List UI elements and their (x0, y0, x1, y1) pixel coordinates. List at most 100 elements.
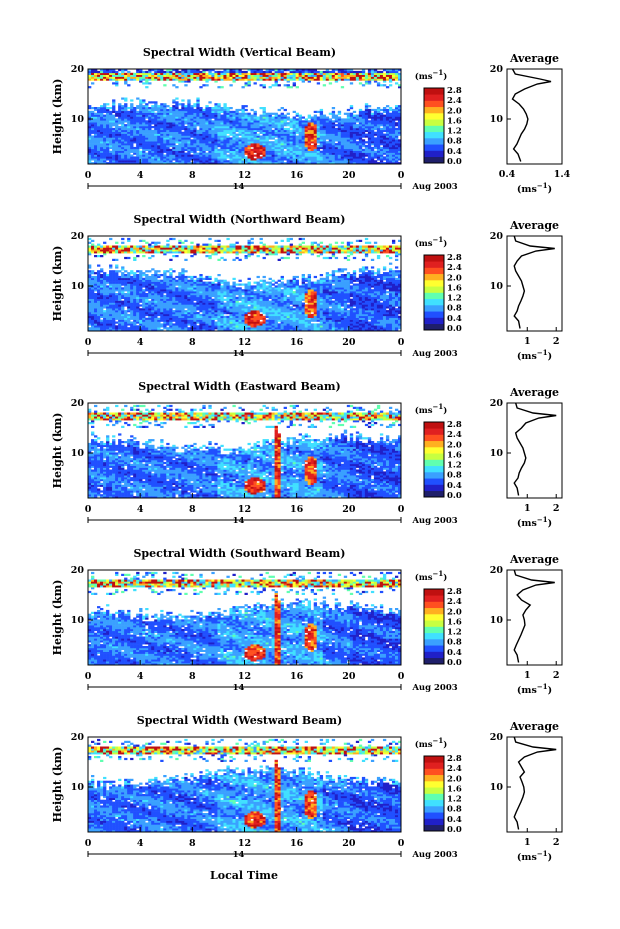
heatmap-cell (256, 126, 260, 129)
heatmap-cell (388, 139, 393, 142)
heatmap-cell (343, 126, 348, 129)
heatmap-cell (139, 74, 143, 77)
heatmap-cell (97, 312, 101, 315)
heatmap-cell (184, 251, 188, 254)
heatmap-cell (178, 137, 182, 140)
heatmap-cell (142, 317, 146, 320)
heatmap-cell (124, 80, 128, 83)
heatmap-cell (349, 122, 354, 125)
heatmap-cell (313, 160, 318, 163)
heatmap-cell (286, 143, 290, 146)
heatmap-cell (184, 312, 188, 315)
heatmap-cell (238, 72, 242, 75)
heatmap-cell (373, 156, 378, 159)
heatmap-cell (175, 255, 179, 258)
heatmap-cell (211, 124, 215, 127)
heatmap-cell (397, 129, 402, 132)
heatmap-cell (88, 127, 92, 131)
heatmap-cell (115, 118, 119, 121)
heatmap-cell (220, 145, 224, 148)
heatmap-cell (301, 158, 305, 161)
heatmap-cell (130, 110, 134, 113)
heatmap-cell (208, 154, 212, 157)
heatmap-cell (115, 72, 119, 75)
heatmap-cell (376, 120, 381, 123)
heatmap-cell (301, 146, 305, 150)
heatmap-cell (169, 287, 173, 290)
heatmap-cell (100, 327, 104, 330)
heatmap-cell (133, 321, 137, 324)
heatmap-cell (160, 158, 164, 161)
heatmap-cell (124, 141, 128, 144)
heatmap-cell (148, 107, 152, 110)
heatmap-cell (235, 154, 239, 157)
average-x-tick-label: 1.4 (554, 169, 571, 180)
heatmap-cell (376, 133, 381, 136)
heatmap-cell (175, 112, 179, 115)
heatmap-cell (391, 145, 396, 148)
heatmap-cell (352, 116, 357, 119)
heatmap-cell (187, 131, 191, 134)
heatmap-cell (136, 139, 140, 142)
heatmap-cell (346, 154, 351, 157)
heatmap-cell (226, 141, 230, 144)
heatmap-cell (325, 135, 330, 138)
heatmap-cell (193, 287, 197, 290)
heatmap-cell (181, 306, 185, 309)
heatmap-cell (202, 146, 206, 150)
heatmap-cell (109, 162, 113, 165)
heatmap-cell (121, 283, 125, 286)
heatmap-cell (196, 291, 200, 294)
heatmap-cell (97, 325, 101, 328)
heatmap-cell (106, 137, 110, 140)
heatmap-cell (160, 283, 164, 286)
heatmap-cell (319, 127, 324, 131)
heatmap-cell (352, 70, 357, 74)
heatmap-cell (175, 281, 179, 284)
heatmap-cell (379, 74, 384, 77)
heatmap-cell (301, 152, 305, 155)
heatmap-cell (355, 114, 360, 117)
heatmap-cell (139, 152, 143, 155)
heatmap-cell (178, 148, 182, 151)
heatmap-cell (199, 78, 203, 81)
heatmap-cell (181, 289, 185, 292)
heatmap-cell (151, 110, 155, 113)
heatmap-cell (166, 110, 170, 113)
heatmap-cell (145, 277, 149, 280)
heatmap-cell (106, 116, 110, 119)
heatmap-cell (193, 306, 197, 309)
heatmap-cell (247, 112, 251, 115)
heatmap-cell (166, 131, 170, 134)
heatmap-cell (292, 122, 296, 125)
heatmap-cell (283, 127, 287, 131)
heatmap-cell (241, 105, 245, 108)
heatmap-cell (193, 108, 197, 112)
heatmap-cell (154, 289, 158, 292)
heatmap-cell (175, 329, 179, 332)
heatmap-cell (346, 76, 351, 79)
heatmap-cell (379, 143, 384, 146)
heatmap-cell (373, 72, 378, 75)
heatmap-cell (391, 127, 396, 131)
heatmap-cell (325, 141, 330, 144)
heatmap-cell (241, 160, 245, 163)
heatmap-cell (385, 156, 390, 159)
heatmap-cell (250, 120, 254, 123)
heatmap-cell (280, 126, 284, 129)
heatmap-cell (211, 116, 215, 119)
heatmap-cell (196, 141, 200, 144)
heatmap-cell (94, 127, 98, 131)
heatmap-cell (244, 112, 248, 115)
heatmap-cell (187, 127, 191, 131)
heatmap-cell (100, 133, 104, 136)
heatmap-cell (187, 247, 191, 250)
heatmap-cell (280, 127, 284, 131)
heatmap-cell (196, 302, 200, 305)
heatmap-cell (127, 118, 131, 121)
heatmap-cell (283, 143, 287, 146)
heatmap-cell (142, 291, 146, 294)
heatmap-cell (157, 148, 161, 151)
heatmap-cell (388, 70, 393, 74)
heatmap-cell (367, 76, 372, 79)
